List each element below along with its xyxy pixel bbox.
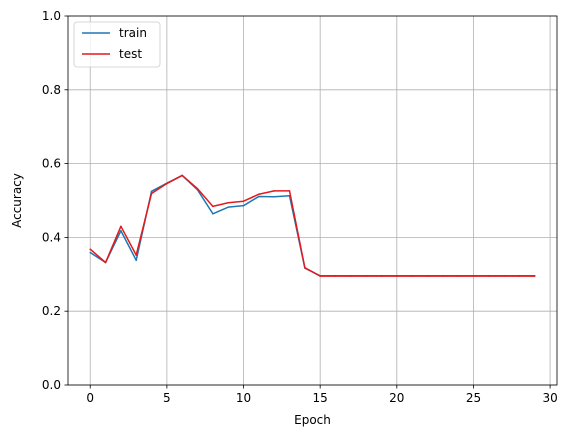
data-point-test bbox=[380, 275, 383, 277]
data-point-test bbox=[196, 187, 199, 190]
x-tick-label: 0 bbox=[86, 391, 94, 405]
data-point-test bbox=[503, 275, 505, 277]
data-point-test bbox=[488, 275, 490, 277]
plot-frame bbox=[67, 15, 558, 386]
data-point-train bbox=[120, 230, 122, 232]
data-point-test bbox=[89, 248, 91, 250]
x-tick-label: 5 bbox=[163, 391, 171, 405]
x-axis-ticks: 0 5 10 15 20 25 30 bbox=[86, 385, 558, 405]
data-point-train bbox=[242, 204, 245, 207]
y-axis-label: Accuracy bbox=[10, 173, 24, 228]
y-tick-label: 0.0 bbox=[42, 378, 61, 392]
legend: train test bbox=[73, 21, 161, 68]
data-point-test bbox=[258, 193, 260, 195]
data-point-train bbox=[273, 196, 275, 198]
data-point-train bbox=[135, 259, 137, 262]
y-tick-label: 0.2 bbox=[42, 304, 61, 318]
y-tick-label: 0.6 bbox=[42, 157, 61, 171]
x-tick-label: 10 bbox=[236, 391, 251, 405]
data-point-test bbox=[472, 275, 475, 277]
data-point-test bbox=[319, 275, 321, 277]
data-point-test bbox=[534, 275, 536, 277]
y-tick-label: 0.4 bbox=[42, 230, 61, 244]
data-point-test bbox=[227, 201, 229, 204]
legend-box bbox=[73, 21, 161, 68]
data-point-test bbox=[304, 266, 306, 269]
data-point-train bbox=[89, 251, 91, 254]
data-point-test bbox=[120, 225, 122, 228]
x-tick-label: 15 bbox=[313, 391, 328, 405]
data-point-train bbox=[227, 206, 229, 208]
data-point-train bbox=[212, 213, 214, 215]
legend-label-train: train bbox=[119, 26, 147, 40]
x-tick-label: 30 bbox=[542, 391, 557, 405]
data-point-test bbox=[181, 174, 183, 177]
y-axis-ticks: 0.0 0.2 0.4 0.6 0.8 1.0 bbox=[42, 9, 68, 392]
data-point-test bbox=[135, 254, 137, 256]
data-point-test bbox=[212, 205, 214, 208]
data-point-train bbox=[258, 195, 260, 198]
data-point-test bbox=[242, 200, 245, 202]
series-layer bbox=[89, 174, 536, 277]
y-tick-label: 1.0 bbox=[42, 9, 61, 23]
x-tick-label: 20 bbox=[389, 391, 404, 405]
data-point-test bbox=[166, 182, 168, 185]
data-point-test bbox=[273, 190, 275, 192]
data-point-test bbox=[457, 275, 459, 277]
data-point-test bbox=[150, 192, 153, 195]
data-point-test bbox=[350, 275, 352, 277]
y-tick-label: 0.8 bbox=[42, 83, 61, 97]
data-point-test bbox=[518, 275, 521, 277]
data-point-test bbox=[411, 275, 413, 277]
data-point-test bbox=[334, 275, 337, 277]
series-line-test bbox=[89, 174, 535, 277]
data-point-test bbox=[442, 275, 444, 277]
data-point-test bbox=[288, 190, 291, 192]
data-point-train bbox=[150, 190, 153, 193]
x-axis-label: Epoch bbox=[294, 413, 331, 427]
data-point-test bbox=[396, 275, 398, 277]
data-point-test bbox=[365, 275, 367, 277]
x-tick-label: 25 bbox=[466, 391, 481, 405]
legend-label-test: test bbox=[119, 47, 142, 61]
series-test bbox=[89, 174, 536, 277]
data-point-test bbox=[104, 261, 107, 264]
data-point-test bbox=[426, 275, 429, 277]
